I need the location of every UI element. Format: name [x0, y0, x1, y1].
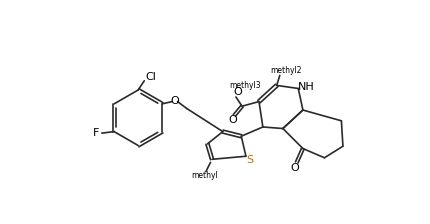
Text: S: S	[246, 155, 253, 165]
Text: methyl3: methyl3	[229, 81, 260, 90]
Text: O: O	[228, 115, 236, 125]
Text: NH: NH	[298, 82, 314, 92]
Text: Cl: Cl	[144, 72, 156, 82]
Text: F: F	[93, 128, 99, 138]
Text: O: O	[290, 163, 299, 173]
Text: O: O	[233, 86, 241, 97]
Text: methyl: methyl	[190, 171, 217, 180]
Text: O: O	[170, 96, 178, 106]
Text: methyl2: methyl2	[270, 65, 301, 75]
